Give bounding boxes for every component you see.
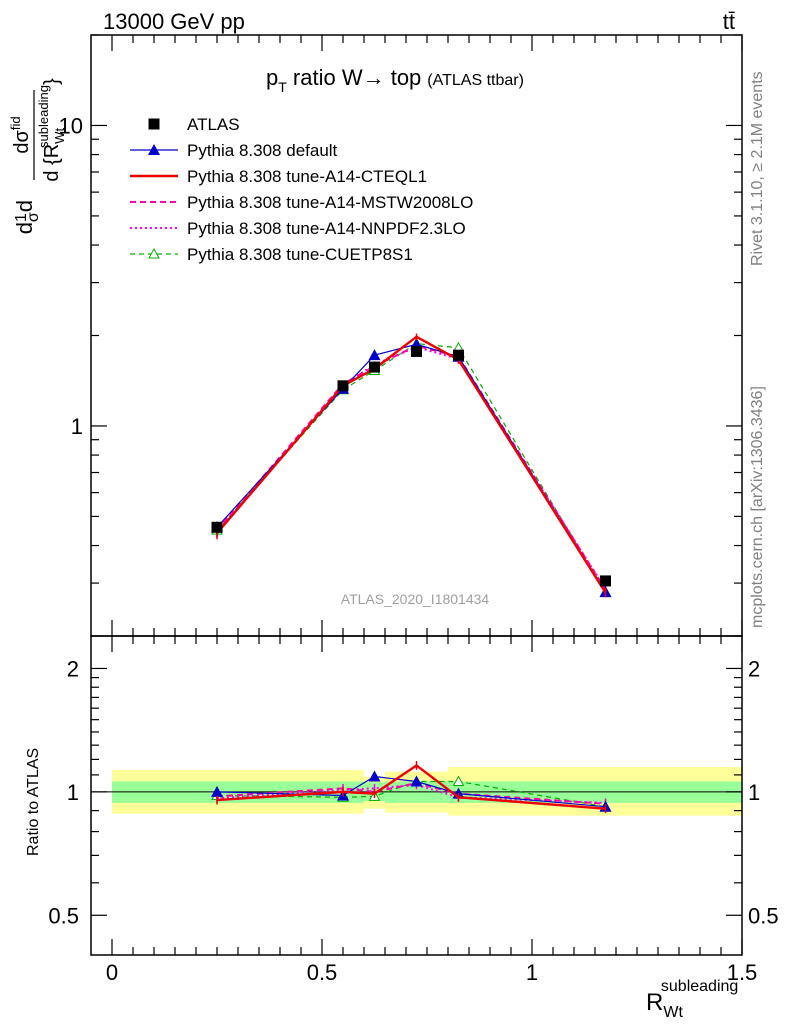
rivet-label: Rivet 3.1.10, ≥ 2.1M events: [749, 71, 766, 266]
mc-point: [368, 349, 381, 361]
main-x-ticks: [111, 35, 743, 636]
series-line-default: [216, 343, 607, 593]
xlabel-main: R: [646, 989, 663, 1016]
svg-text:d1σd: d1σd: [12, 200, 42, 234]
ratio-x-ticks: 0 0.5 1 1.5: [106, 636, 757, 985]
mc-point: [452, 775, 465, 786]
chart-title: pT ratio W→ top (ATLAS ttbar): [266, 65, 524, 95]
ratio-y-tick-label: 1: [67, 780, 79, 805]
series-line-cteql1: [216, 335, 607, 594]
main-y-tick-label: 1: [71, 414, 83, 439]
ratio-y-tick-label: 2: [67, 656, 79, 681]
title-small: (ATLAS ttbar): [427, 72, 524, 89]
ylabel-frac-1: 1: [13, 213, 30, 222]
ratio-y-tick-label-right: 0.5: [748, 903, 779, 928]
x-tick-label: 1.5: [727, 960, 758, 985]
xlabel-sup: subleading: [661, 978, 738, 995]
series-line-nnpdf: [216, 346, 607, 590]
ylabel-den-sup: subleading: [36, 85, 51, 148]
ratio-series-group: [211, 761, 612, 814]
main-y-ticks: 1 10: [59, 34, 742, 637]
ylabel-den-sub: Wt: [52, 128, 67, 144]
svg-text:dσfid: dσfid: [8, 116, 33, 153]
mc-point: [148, 247, 160, 259]
ylabel-d1: d: [12, 222, 37, 234]
svg-text:d {RWtsubleading}: d {RWtsubleading}: [36, 78, 67, 182]
legend: ATLAS Pythia 8.308 default Pythia 8.308 tu…: [130, 115, 473, 264]
data-point: [148, 118, 160, 130]
main-y-label: d1σd: [12, 200, 42, 234]
series-line-mstw: [216, 344, 607, 591]
ratio-y-tick-label: 0.5: [48, 903, 79, 928]
mc-point: [211, 785, 223, 797]
ratio-panel: 0.5 0.5 1 1 2 2 0 0.5 1 1.5: [48, 635, 779, 985]
ratio-line-mstw: [216, 782, 606, 805]
ylabel-den-d: d {R: [41, 144, 63, 182]
ylabel-den-close: }: [41, 78, 63, 85]
mcplots-label: mcplots.cern.ch [arXiv:1306.3436]: [749, 386, 766, 628]
energy-label: 13000 GeV pp: [103, 9, 245, 34]
ylabel-d2: d: [12, 200, 37, 212]
data-point: [453, 349, 464, 361]
ratio-y-ticks: 0.5 0.5 1 1 2 2: [48, 656, 778, 928]
watermark: ATLAS_2020_I1801434: [341, 591, 490, 607]
ratio-y-tick-label-right: 2: [748, 656, 760, 681]
data-point: [411, 345, 422, 357]
main-panel: 1 10 ATLAS_2020_I1801434: [59, 34, 743, 637]
legend-label-mstw: Pythia 8.308 tune-A14-MSTW2008LO: [187, 193, 473, 212]
x-axis-label: RWt subleading: [646, 978, 738, 1021]
ylabel-num-main: dσ: [11, 129, 33, 153]
mc-point: [368, 770, 381, 782]
ylabel-frac-sigma: σ: [25, 212, 42, 222]
main-series-group: [211, 333, 612, 598]
ylabel-num-sup: fid: [8, 116, 23, 130]
mc-point: [410, 775, 423, 787]
legend-label-nnpdf: Pythia 8.308 tune-A14-NNPDF2.3LO: [187, 219, 466, 238]
data-point: [600, 575, 611, 587]
legend-label-data: ATLAS: [187, 115, 240, 134]
ratio-frame: [90, 635, 743, 956]
x-tick-label: 0: [106, 960, 118, 985]
ratio-line-nnpdf: [216, 783, 606, 804]
main-y-tick-label: 10: [59, 113, 83, 138]
title-sub: T: [278, 79, 287, 95]
data-point: [369, 361, 380, 373]
title-rest: ratio W→ top: [287, 65, 421, 90]
data-point: [337, 380, 349, 392]
x-tick-label: 1: [526, 960, 538, 985]
main-y-label-fraction: dσfid d {RWtsubleading}: [8, 78, 67, 182]
title-main: p: [266, 65, 278, 90]
process-label: tt̄: [723, 9, 735, 34]
xlabel-sub: Wt: [663, 1004, 683, 1021]
ratio-y-label: Ratio to ATLAS: [25, 748, 42, 856]
mc-point: [148, 144, 160, 155]
legend-label-cteql1: Pythia 8.308 tune-A14-CTEQL1: [187, 167, 427, 186]
ratio-y-tick-label-right: 1: [748, 780, 760, 805]
series-line-cuetp: [216, 342, 607, 593]
x-tick-label: 0.5: [307, 960, 338, 985]
legend-label-default: Pythia 8.308 default: [187, 141, 338, 160]
data-point: [211, 521, 223, 533]
ratio-line-cteql1: [216, 763, 606, 810]
legend-label-cuetp: Pythia 8.308 tune-CUETP8S1: [187, 245, 413, 264]
